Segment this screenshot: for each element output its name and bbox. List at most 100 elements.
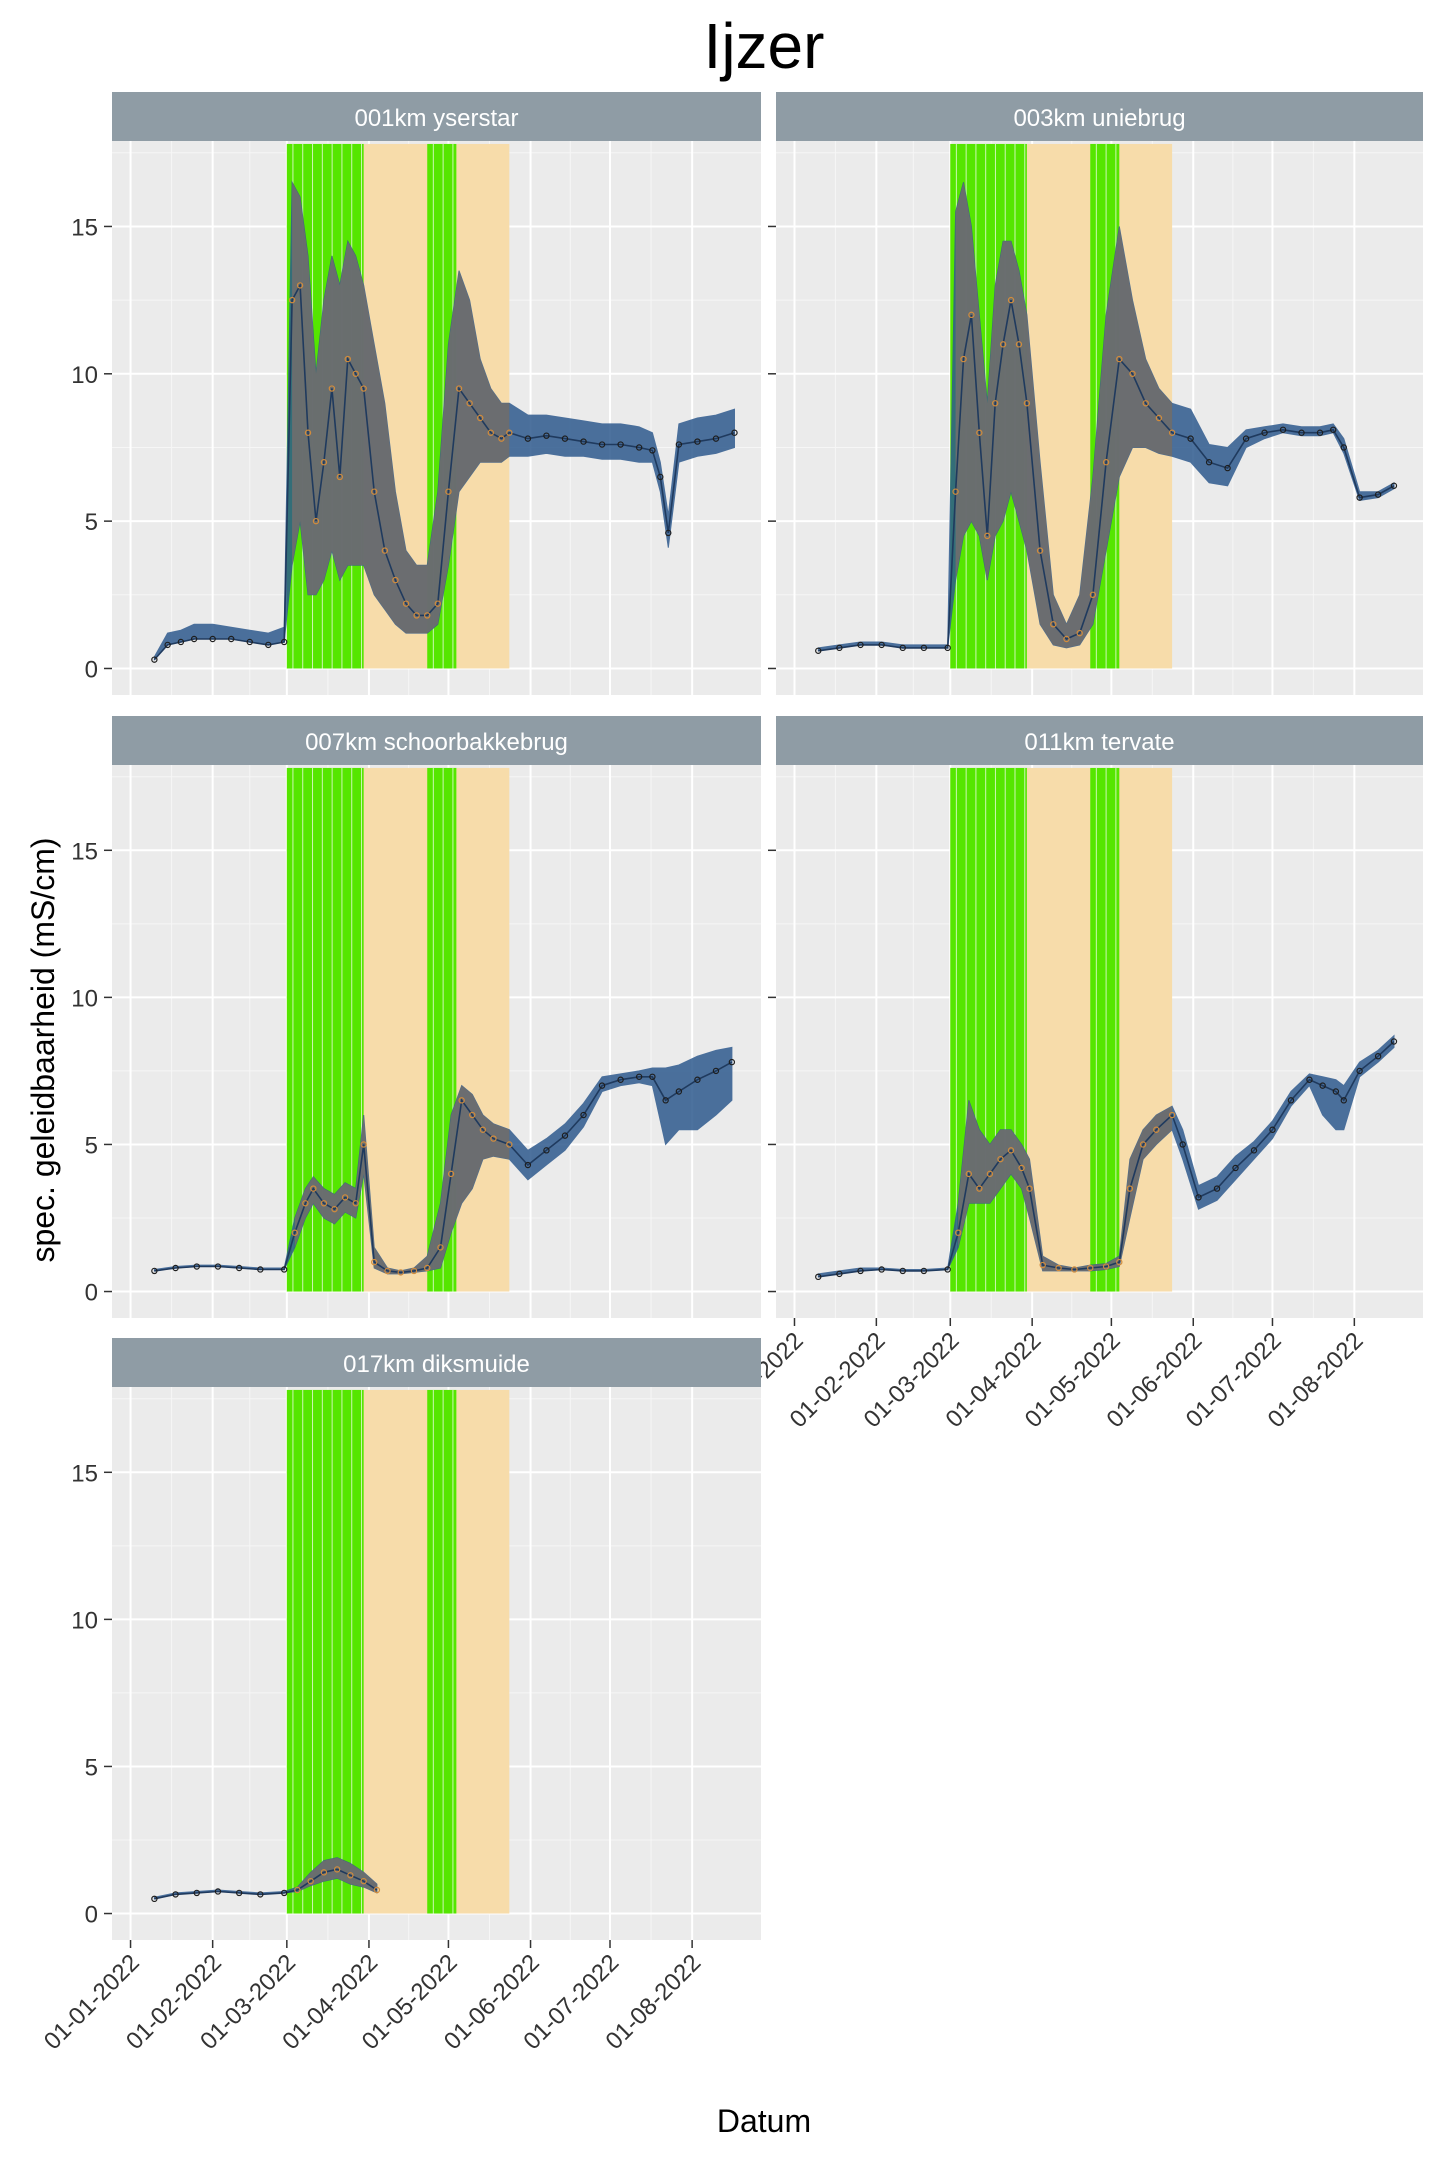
data-point bbox=[1390, 1038, 1398, 1045]
data-point bbox=[344, 355, 351, 363]
data-point bbox=[1039, 1261, 1046, 1269]
facet-strip bbox=[776, 92, 1423, 141]
facet-strip bbox=[112, 1338, 761, 1387]
series-line bbox=[818, 1040, 1395, 1278]
data-point bbox=[341, 1194, 349, 1201]
data-point bbox=[469, 1111, 476, 1119]
series-range-flagged bbox=[294, 1085, 510, 1274]
data-point bbox=[524, 1161, 532, 1169]
data-point bbox=[997, 1155, 1004, 1163]
data-point bbox=[1195, 1194, 1202, 1201]
facet-panels: 001km yserstar 0 5 10 15 003km uniebrug 007km … bbox=[39, 92, 1423, 2055]
data-point bbox=[561, 435, 569, 442]
data-point bbox=[815, 1273, 822, 1281]
data-point bbox=[455, 385, 463, 392]
data-point bbox=[1390, 482, 1398, 489]
data-point bbox=[1142, 400, 1149, 407]
data-point bbox=[635, 1073, 643, 1080]
data-point bbox=[694, 438, 701, 445]
data-point bbox=[164, 641, 171, 649]
data-point bbox=[360, 385, 367, 392]
data-point bbox=[968, 311, 975, 319]
data-point bbox=[1224, 464, 1231, 472]
data-point bbox=[728, 1058, 736, 1066]
data-point bbox=[458, 1097, 465, 1104]
data-point bbox=[466, 400, 473, 407]
data-point bbox=[986, 1170, 994, 1178]
data-point bbox=[965, 1170, 972, 1178]
data-point bbox=[336, 473, 344, 481]
data-point bbox=[1026, 1185, 1033, 1192]
data-point bbox=[402, 600, 410, 607]
data-point bbox=[1319, 1082, 1326, 1089]
data-point bbox=[506, 1141, 513, 1148]
data-point bbox=[920, 1267, 928, 1275]
data-point bbox=[151, 656, 158, 663]
data-point bbox=[424, 1264, 431, 1272]
data-point bbox=[731, 429, 738, 436]
y-tick-label: 10 bbox=[71, 362, 98, 389]
data-point bbox=[214, 1263, 222, 1270]
data-point bbox=[1102, 1263, 1110, 1270]
data-point bbox=[1129, 370, 1136, 377]
data-point bbox=[371, 488, 378, 495]
data-point bbox=[1356, 1067, 1363, 1075]
facet-strip bbox=[112, 92, 761, 141]
data-point bbox=[172, 1264, 179, 1272]
data-point bbox=[675, 1088, 683, 1095]
x-axis-label: Datum bbox=[717, 2103, 811, 2139]
data-point bbox=[331, 1205, 338, 1213]
data-point bbox=[1242, 435, 1250, 442]
data-point bbox=[352, 1200, 359, 1207]
data-point bbox=[899, 644, 906, 652]
data-point bbox=[1018, 1164, 1025, 1172]
series-line bbox=[154, 1061, 733, 1274]
data-point bbox=[1179, 1141, 1186, 1148]
data-point bbox=[371, 1258, 378, 1266]
data-point bbox=[1261, 429, 1268, 436]
data-point bbox=[1232, 1164, 1239, 1172]
data-point bbox=[920, 644, 928, 652]
data-point bbox=[1116, 355, 1123, 363]
data-point bbox=[960, 355, 967, 363]
data-point bbox=[1139, 1141, 1147, 1148]
data-point bbox=[410, 1267, 418, 1275]
data-point bbox=[246, 638, 253, 646]
data-point bbox=[1007, 1147, 1015, 1154]
data-point bbox=[580, 438, 587, 445]
data-point bbox=[328, 385, 336, 392]
data-point bbox=[944, 1266, 951, 1273]
data-point bbox=[333, 1866, 341, 1873]
y-tick-label: 0 bbox=[85, 1902, 98, 1929]
data-point bbox=[1153, 1126, 1160, 1133]
data-point bbox=[657, 473, 664, 481]
data-point bbox=[190, 635, 198, 643]
y-tick-label: 10 bbox=[71, 1607, 98, 1634]
data-point bbox=[384, 1267, 391, 1275]
data-point bbox=[214, 1888, 222, 1895]
data-point bbox=[712, 1067, 720, 1075]
data-point bbox=[617, 441, 624, 448]
data-point bbox=[151, 1895, 158, 1903]
data-point bbox=[1063, 635, 1070, 643]
data-point bbox=[304, 429, 312, 436]
data-point bbox=[712, 435, 720, 442]
data-point bbox=[320, 459, 328, 466]
data-point bbox=[424, 612, 431, 619]
data-point bbox=[1340, 1097, 1347, 1104]
data-point bbox=[524, 435, 532, 442]
data-point bbox=[580, 1111, 587, 1119]
data-point bbox=[1168, 429, 1176, 436]
y-tick-label: 5 bbox=[85, 1754, 98, 1781]
data-point bbox=[1213, 1185, 1221, 1192]
data-point bbox=[291, 1229, 298, 1236]
data-point bbox=[151, 1267, 158, 1275]
data-point bbox=[437, 1244, 444, 1251]
data-point bbox=[984, 532, 991, 540]
data-point bbox=[447, 1170, 455, 1178]
data-point bbox=[617, 1076, 624, 1083]
y-axis-label: spec. geleidbaarheid (mS/cm) bbox=[25, 837, 61, 1262]
data-point bbox=[1050, 621, 1057, 628]
data-point bbox=[1168, 1111, 1176, 1119]
